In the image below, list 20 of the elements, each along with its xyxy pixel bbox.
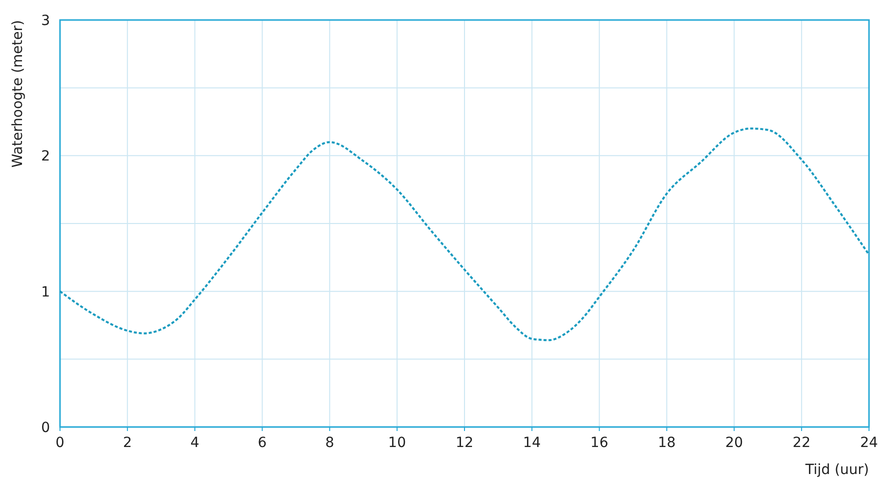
x-tick-label: 4 [190,435,200,451]
y-tick-label: 1 [41,284,50,300]
x-tick-label: 24 [860,435,878,451]
y-tick-label: 0 [41,420,50,436]
x-axis-title: Tijd (uur) [804,462,869,478]
x-tick-label: 20 [725,435,744,451]
x-tick-label: 22 [792,435,810,451]
x-tick-label: 10 [388,435,406,451]
x-tick-label: 12 [456,435,474,451]
x-tick-label: 0 [56,435,64,451]
x-tick-label: 8 [325,435,334,451]
x-tick-label: 16 [590,435,608,451]
y-axis-title: Waterhoogte (meter) [10,20,26,168]
x-tick-label: 14 [523,435,541,451]
y-tick-label: 3 [41,13,50,29]
y-tick-label: 2 [41,148,50,165]
line-series [59,128,870,342]
x-tick-label: 2 [122,435,132,451]
x-tick-label: 6 [258,435,267,451]
x-tick-label: 18 [658,435,676,451]
